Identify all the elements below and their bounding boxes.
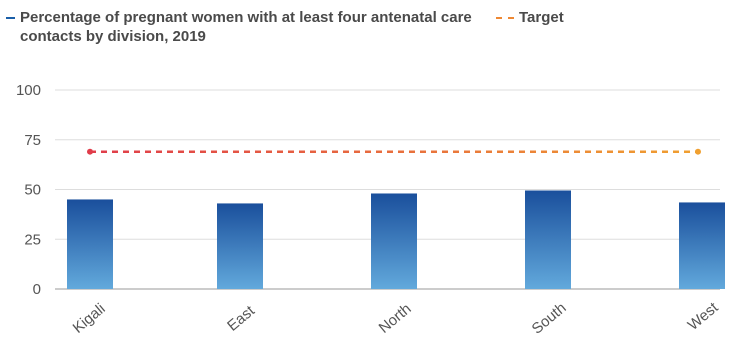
target-line [87,148,701,155]
bar-east[interactable] [217,203,263,289]
legend: Percentage of pregnant women with at lea… [6,8,726,58]
bar-north[interactable] [371,193,417,289]
legend-swatch-bar [6,17,15,19]
legend-item-series-1[interactable]: Percentage of pregnant women with at lea… [6,8,480,46]
y-tick-label: 25 [24,231,41,248]
target-point-start[interactable] [87,148,93,155]
x-tick-label-east: East [224,302,259,335]
x-axis: Kigali East North South West [70,299,723,338]
bar-kigali[interactable] [67,199,113,289]
legend-label-target: Target [519,9,564,26]
legend-label-series-1: Percentage of pregnant women with at lea… [20,9,472,45]
target-point-end[interactable] [695,148,701,155]
bars [67,190,725,289]
bar-south[interactable] [525,190,571,289]
y-axis: 0 25 50 75 100 [16,82,41,298]
x-tick-label-kigali: Kigali [70,300,109,337]
legend-swatch-target [496,17,514,19]
x-tick-label-west: West [685,299,723,334]
y-tick-label: 0 [33,281,41,298]
y-tick-label: 100 [16,82,41,99]
y-tick-label: 75 [24,132,41,149]
x-tick-label-south: South [529,299,570,337]
y-tick-label: 50 [24,182,41,199]
x-tick-label-north: North [376,300,415,337]
bar-west[interactable] [679,202,725,289]
legend-item-target[interactable]: Target [496,8,564,27]
